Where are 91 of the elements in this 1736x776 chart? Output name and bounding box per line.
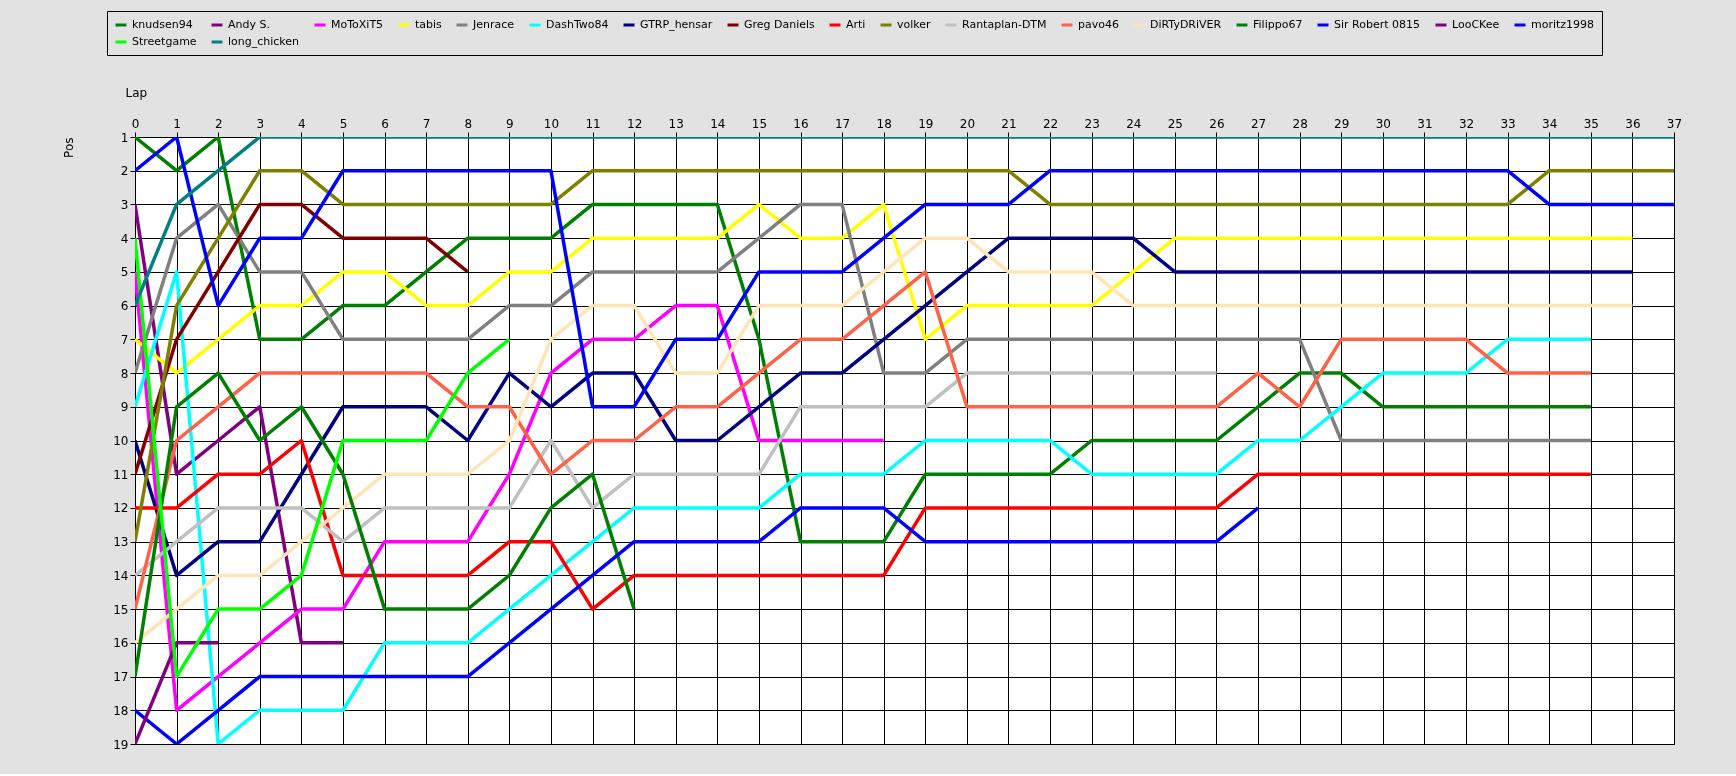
x-tick-label: 2 — [214, 116, 223, 131]
line-series — [135, 438, 1593, 611]
y-tick-label: 12 — [113, 501, 129, 516]
x-tick-label: 6 — [381, 116, 389, 131]
legend-label: volker — [897, 18, 932, 31]
y-tick-label: 14 — [113, 568, 129, 583]
y-tick-label: 1 — [120, 130, 129, 145]
x-tick-label: 22 — [1042, 116, 1059, 131]
x-tick-label: 7 — [422, 116, 431, 131]
legend-label: LooCKee — [1452, 18, 1500, 31]
y-tick-label: 13 — [113, 535, 129, 550]
line-series — [135, 506, 1260, 744]
legend-label: knudsen94 — [132, 18, 193, 31]
x-tick-label: 23 — [1084, 116, 1100, 131]
line-series — [135, 202, 470, 476]
y-tick-label: 11 — [113, 467, 129, 482]
x-tick-label: 28 — [1292, 116, 1308, 131]
y-tick-label: 10 — [113, 434, 129, 448]
y-tick-label: 6 — [120, 299, 129, 314]
x-tick-label: 5 — [339, 116, 348, 131]
y-axis-title: Pos — [61, 137, 76, 158]
legend-label: DashTwo84 — [546, 18, 609, 31]
line-series — [135, 270, 886, 713]
legend-label: DiRTyDRiVER — [1150, 18, 1222, 31]
x-tick-label: 36 — [1625, 116, 1641, 131]
legend-label: long_chicken — [228, 35, 300, 48]
x-tick-label: 20 — [959, 116, 976, 131]
x-tick-label: 4 — [298, 116, 306, 131]
x-tick-label: 31 — [1417, 116, 1433, 131]
y-tick-label: 16 — [113, 636, 129, 651]
y-tick-label: 15 — [113, 602, 129, 617]
y-tick-label: 17 — [113, 670, 129, 685]
line-series — [135, 202, 1593, 443]
legend-label: Filippo67 — [1253, 18, 1303, 31]
x-tick-label: 14 — [710, 116, 726, 131]
y-tick-label: 2 — [120, 164, 129, 179]
legend-label: tabis — [415, 18, 443, 31]
line-series — [135, 270, 1593, 744]
x-tick-label: 0 — [131, 116, 140, 131]
x-tick-label: 19 — [918, 116, 934, 131]
y-tick-label: 7 — [120, 332, 129, 347]
x-tick-label: 3 — [256, 116, 265, 131]
y-tick-label: 19 — [113, 737, 129, 752]
x-tick-label: 32 — [1458, 116, 1475, 131]
x-tick-label: 10 — [543, 116, 560, 131]
line-series — [135, 371, 1219, 578]
y-tick-label: 4 — [120, 231, 129, 246]
x-tick-label: 8 — [464, 116, 473, 131]
x-tick-label: 11 — [585, 116, 601, 131]
x-tick-label: 34 — [1542, 116, 1558, 131]
legend-label: Sir Robert 0815 — [1334, 18, 1421, 31]
legend-label: Jenrace — [472, 18, 515, 31]
x-tick-label: 21 — [1001, 116, 1017, 131]
legend-label: Greg Daniels — [744, 18, 816, 31]
x-tick-label: 33 — [1500, 116, 1516, 131]
legend-label: Arti — [846, 18, 866, 31]
line-series — [135, 236, 1635, 645]
x-tick-label: 17 — [834, 116, 851, 131]
x-tick-label: 18 — [876, 116, 892, 131]
x-tick-label: 13 — [668, 116, 684, 131]
line-series — [135, 202, 1635, 375]
line-series — [135, 371, 636, 679]
y-tick-label: 5 — [120, 265, 129, 280]
x-tick-label: 15 — [751, 116, 768, 131]
x-tick-label: 35 — [1583, 116, 1599, 131]
x-tick-label: 16 — [793, 116, 809, 131]
legend-label: Andy S. — [228, 18, 270, 31]
x-tick-label: 9 — [506, 116, 514, 131]
x-axis-title: Lap — [125, 85, 148, 100]
line-series — [135, 270, 1593, 611]
legend-label: MoToXiT5 — [331, 18, 384, 31]
x-tick-label: 26 — [1209, 116, 1225, 131]
x-tick-label: 37 — [1666, 116, 1683, 131]
x-tick-label: 30 — [1375, 116, 1391, 131]
x-tick-label: 1 — [173, 116, 181, 131]
x-tick-label: 29 — [1334, 116, 1350, 131]
legend-label: moritz1998 — [1531, 18, 1595, 31]
y-tick-label: 8 — [120, 366, 129, 381]
x-tick-label: 25 — [1167, 116, 1184, 131]
line-series — [135, 236, 1635, 578]
x-tick-label: 12 — [626, 116, 643, 131]
line-series — [135, 236, 512, 679]
x-tick-label: 27 — [1250, 116, 1267, 131]
x-tick-label: 24 — [1126, 116, 1142, 131]
legend-label: Streetgame — [132, 35, 197, 48]
y-tick-label: 3 — [120, 197, 129, 212]
y-tick-label: 9 — [120, 400, 129, 415]
legend-label: pavo46 — [1078, 18, 1119, 31]
legend-label: Rantaplan-DTM — [962, 18, 1047, 31]
y-tick-label: 18 — [113, 703, 129, 718]
legend-label: GTRP_hensar — [640, 18, 713, 31]
